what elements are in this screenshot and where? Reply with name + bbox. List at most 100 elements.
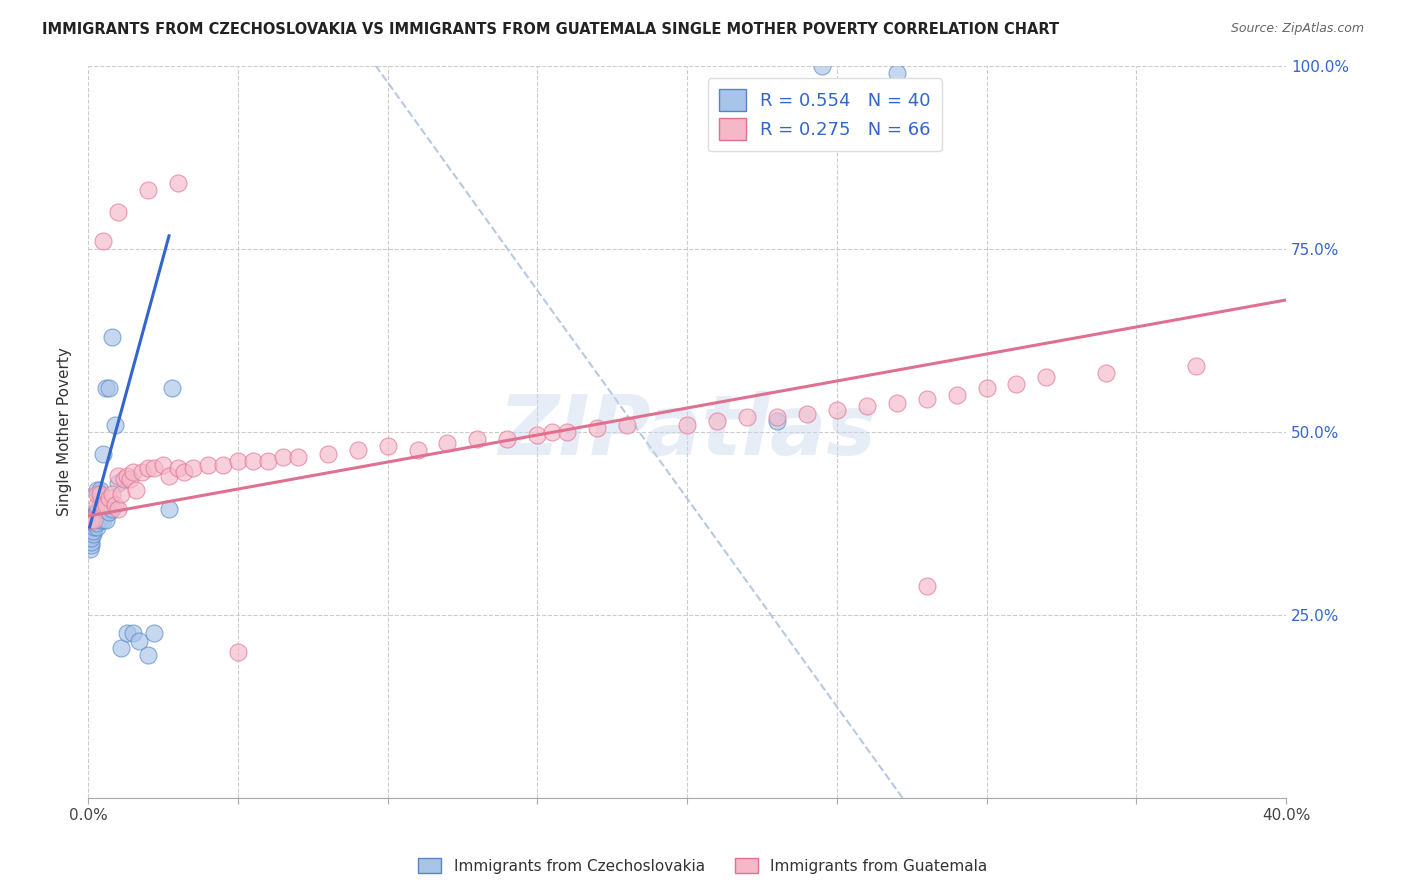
Point [91,235,114,249]
Point [526,428,548,442]
Point [89,483,111,498]
Point [555,425,578,439]
Point [86,487,108,501]
Point [676,417,699,432]
Point [80,538,103,552]
Point [886,66,908,80]
Point [110,640,132,655]
Point [226,454,249,468]
Point [98,491,121,505]
Point [157,468,180,483]
Point [811,59,834,73]
Point [79,541,101,556]
Point [886,395,908,409]
Point [915,392,938,406]
Point [83,520,105,534]
Point [377,440,399,454]
Point [945,388,967,402]
Text: IMMIGRANTS FROM CZECHOSLOVAKIA VS IMMIGRANTS FROM GUATEMALA SINGLE MOTHER POVERT: IMMIGRANTS FROM CZECHOSLOVAKIA VS IMMIGR… [42,22,1059,37]
Point [89,513,111,527]
Point [101,487,124,501]
Point [167,461,190,475]
Point [91,498,114,512]
Point [98,381,121,395]
Point [83,513,105,527]
Point [287,450,309,465]
Point [1185,359,1208,373]
Point [1095,366,1118,380]
Point [91,501,114,516]
Point [143,626,166,640]
Point [167,176,190,190]
Point [125,483,148,498]
Point [1035,370,1057,384]
Legend: Immigrants from Czechoslovakia, Immigrants from Guatemala: Immigrants from Czechoslovakia, Immigran… [412,852,994,880]
Point [242,454,264,468]
Point [436,435,458,450]
Point [766,414,789,428]
Point [586,421,609,435]
Point [80,513,103,527]
Point [89,487,111,501]
Point [86,498,108,512]
Point [89,498,111,512]
Point [197,458,219,472]
Point [94,381,117,395]
Point [107,501,129,516]
Point [115,468,138,483]
Point [212,458,235,472]
Point [915,579,938,593]
Point [136,461,159,475]
Point [112,472,135,486]
Point [82,527,104,541]
Point [226,644,249,658]
Point [83,516,105,531]
Legend: R = 0.554   N = 40, R = 0.275   N = 66: R = 0.554 N = 40, R = 0.275 N = 66 [707,78,942,152]
Point [94,513,117,527]
Point [101,501,124,516]
Point [107,468,129,483]
Point [80,531,103,545]
Point [136,648,159,663]
Point [152,458,174,472]
Point [706,414,728,428]
Point [143,461,166,475]
Point [120,472,142,486]
Point [115,626,138,640]
Point [128,633,150,648]
Point [825,402,848,417]
Point [86,516,108,531]
Point [173,465,195,479]
Point [346,443,368,458]
Point [122,465,145,479]
Point [83,509,105,524]
Point [107,476,129,491]
Point [131,465,153,479]
Point [82,524,104,538]
Point [181,461,204,475]
Point [104,498,127,512]
Point [86,505,108,519]
Point [271,450,294,465]
Point [80,534,103,549]
Point [91,513,114,527]
Point [110,487,132,501]
Point [1005,377,1028,392]
Point [160,381,183,395]
Point [766,410,789,425]
Point [104,417,127,432]
Point [316,447,339,461]
Point [84,505,107,519]
Text: Source: ZipAtlas.com: Source: ZipAtlas.com [1230,22,1364,36]
Point [122,626,145,640]
Point [735,410,758,425]
Point [496,432,519,446]
Point [136,183,159,197]
Point [256,454,278,468]
Point [94,498,117,512]
Point [107,205,129,219]
Point [86,520,108,534]
Point [616,417,638,432]
Point [91,447,114,461]
Point [83,513,105,527]
